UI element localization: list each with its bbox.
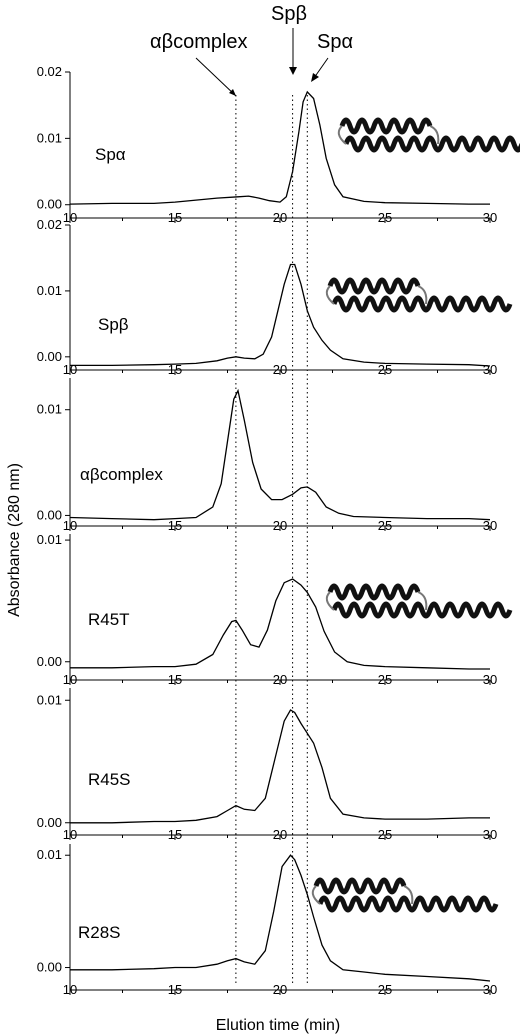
top-label-complex: αβcomplex [150,31,248,53]
panel-label: R45S [88,770,131,789]
panel-label: R28S [78,923,121,942]
x-tick-label: 15 [168,672,182,687]
panel-label: Spα [95,145,126,164]
y-tick-label: 0.00 [37,815,62,830]
x-tick-label: 20 [273,672,287,687]
y-tick-label: 0.01 [37,692,62,707]
x-tick-label: 20 [273,827,287,842]
series-line [69,90,490,205]
arrow-complex [195,57,237,97]
y-tick-label: 0.01 [37,283,62,298]
x-tick-label: 10 [63,827,77,842]
panel-label: αβcomplex [80,465,163,484]
x-tick-label: 25 [378,210,392,225]
x-tick-label: 20 [273,362,287,377]
protein-structure-image [313,880,496,910]
y-tick-label: 0.02 [37,217,62,232]
series-line [70,578,490,670]
panel-2: 0.00 0.01 0.02 10 15 20 25 30 Spβ [37,217,510,377]
y-tick-label: 0.02 [37,64,62,79]
panel-1: 0.00 0.01 0.02 10 15 20 25 30 Spα [37,64,520,225]
x-tick-label: 25 [378,672,392,687]
x-tick-label: 10 [63,672,77,687]
y-tick-label: 0.00 [37,507,62,522]
y-tick-label: 0.01 [37,847,62,862]
y-tick-label: 0.01 [37,130,62,145]
x-tick-label: 20 [273,210,287,225]
x-tick-label: 15 [168,827,182,842]
protein-structure-image [327,586,510,616]
x-tick-label: 15 [168,362,182,377]
panel-3: 0.00 0.01 10 15 20 25 30 αβcomplex [37,378,497,533]
series-line [70,854,491,982]
y-tick-label: 0.00 [37,197,62,212]
x-tick-label: 30 [483,982,497,997]
x-tick-label: 10 [63,210,77,225]
y-tick-label: 0.00 [37,349,62,364]
x-tick-label: 20 [273,982,287,997]
panel-6: 0.00 0.01 10 15 20 25 30 R28S [37,844,498,997]
series-line [69,388,491,521]
x-tick-label: 10 [63,982,77,997]
arrow-spbeta-head [289,67,297,75]
x-tick-label: 25 [378,518,392,533]
panel-label: R45T [88,610,130,629]
y-axis-title: Absorbance (280 nm) [6,463,23,617]
x-tick-label: 25 [378,362,392,377]
x-tick-label: 30 [483,362,497,377]
x-tick-label: 10 [63,362,77,377]
y-tick-label: 0.00 [37,960,62,975]
top-label-spbeta: Spβ [271,3,307,25]
x-tick-label: 30 [483,672,497,687]
x-tick-label: 15 [168,518,182,533]
y-tick-label: 0.01 [37,532,62,547]
y-tick-label: 0.01 [37,402,62,417]
x-tick-label: 15 [168,210,182,225]
panel-5: 0.00 0.01 10 15 20 25 30 R45S [37,688,497,842]
x-tick-label: 25 [378,827,392,842]
panel-4: 0.00 0.01 10 15 20 25 30 R45T [37,532,510,687]
arrow-spalpha-head [311,73,319,82]
series-line [70,263,491,367]
arrow-complex-head [229,89,236,96]
x-tick-label: 30 [483,518,497,533]
x-tick-label: 15 [168,982,182,997]
x-tick-label: 20 [273,518,287,533]
x-tick-label: 10 [63,518,77,533]
arrow-spalpha [313,57,329,79]
panel-label: Spβ [98,315,129,334]
y-tick-label: 0.00 [37,654,62,669]
top-label-spalpha: Spα [317,31,353,53]
x-tick-label: 30 [483,210,497,225]
x-tick-label: 25 [378,982,392,997]
series-line [70,709,490,824]
protein-structure-image [339,120,520,150]
x-axis-title: Elution time (min) [216,1017,340,1034]
x-tick-label: 30 [483,827,497,842]
protein-structure-image [327,280,510,310]
